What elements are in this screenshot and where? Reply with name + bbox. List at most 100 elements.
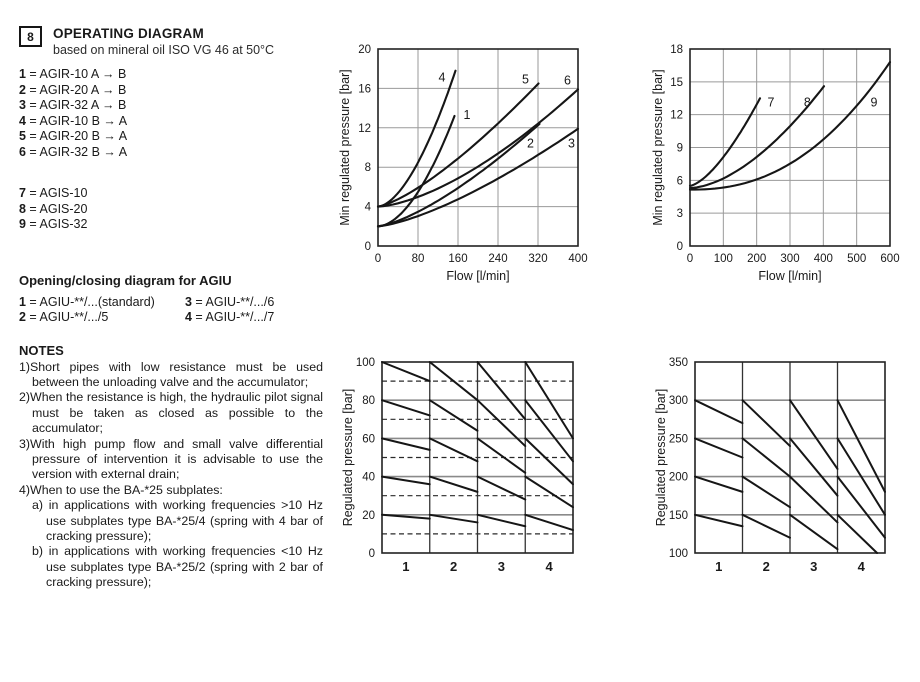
chart-agis-flow-pressure: 0 3 6 9 12 15 18 Min regulated pressure [bar] 0 1… [650, 28, 902, 289]
svg-text:60: 60 [362, 433, 375, 445]
svg-text:400: 400 [568, 253, 587, 265]
note-subitem: a) in applications with working frequenc… [32, 498, 323, 543]
chart-agir-flow-pressure: 0 4 8 12 16 20 Min regulated pressure [bar] 0 80… [337, 28, 589, 289]
agiu-opening-closing-low-canvas: 0 20 40 60 80 100 Regulated pressure [bar] 1 2 3 4 [341, 357, 574, 574]
svg-text:Flow [l/min]: Flow [l/min] [758, 269, 821, 283]
legend-item: 4 = AGIR-10 B → A [19, 113, 128, 128]
svg-text:320: 320 [528, 253, 547, 265]
svg-text:0: 0 [375, 253, 381, 265]
svg-text:100: 100 [714, 253, 733, 265]
svg-text:Regulated pressure [bar]: Regulated pressure [bar] [341, 389, 355, 527]
svg-text:1: 1 [402, 559, 409, 574]
svg-text:2: 2 [763, 559, 770, 574]
section-number-box: 8 [19, 26, 42, 47]
svg-text:300: 300 [669, 395, 688, 407]
legend-item: 1 = AGIU-**/...(standard) [19, 294, 155, 309]
svg-text:12: 12 [358, 123, 371, 135]
svg-text:350: 350 [669, 357, 688, 369]
svg-text:6: 6 [564, 74, 571, 88]
agiu-legend-grid: 1 = AGIU-**/...(standard) 3 = AGIU-**/...… [19, 295, 323, 326]
agiu-heading: Opening/closing diagram for AGIU [19, 272, 232, 288]
note-item: 1)Short pipes with low resistance must b… [19, 359, 323, 389]
svg-text:9: 9 [871, 96, 878, 110]
svg-text:Min regulated pressure [bar]: Min regulated pressure [bar] [338, 69, 352, 225]
svg-text:0: 0 [365, 241, 371, 253]
legend-item: 3 = AGIR-32 A → B [19, 98, 127, 112]
svg-text:12: 12 [670, 110, 683, 122]
svg-text:Min regulated pressure [bar]: Min regulated pressure [bar] [651, 69, 665, 225]
svg-text:4: 4 [546, 559, 554, 574]
legend-item: 7 = AGIS-10 [19, 186, 88, 200]
section-title: OPERATING DIAGRAM [53, 26, 204, 41]
agiu-opening-closing-high-canvas: 100 150 200 250 300 350 Regulated pressure [ba… [654, 357, 886, 574]
notes-heading: NOTES [19, 342, 64, 358]
svg-text:300: 300 [780, 253, 799, 265]
section-header: 8 OPERATING DIAGRAM based on mineral oil… [19, 25, 323, 58]
svg-text:600: 600 [880, 253, 899, 265]
svg-text:6: 6 [677, 175, 683, 187]
svg-text:20: 20 [358, 44, 371, 56]
svg-text:150: 150 [669, 510, 688, 522]
svg-text:1: 1 [464, 108, 471, 122]
legend-item: 3 = AGIU-**/.../6 [185, 294, 275, 309]
legend-item: 5 = AGIR-20 B → A [19, 129, 128, 143]
svg-text:160: 160 [448, 253, 467, 265]
svg-text:2: 2 [450, 559, 457, 574]
section-subtitle: based on mineral oil ISO VG 46 at 50°C [53, 43, 275, 57]
legend-item: 8 = AGIS-20 [19, 201, 88, 216]
svg-text:2: 2 [527, 137, 534, 151]
legend-item: 2 = AGIU-**/.../5 [19, 310, 109, 324]
legend-item: 9 = AGIS-32 [19, 217, 88, 231]
svg-text:8: 8 [804, 96, 811, 110]
chart-agiu-opening-closing-high: 100 150 200 250 300 350 Regulated pressure [ba… [653, 340, 898, 591]
svg-text:3: 3 [498, 559, 505, 574]
svg-text:80: 80 [362, 395, 375, 407]
svg-text:400: 400 [814, 253, 833, 265]
svg-text:7: 7 [768, 96, 775, 110]
svg-text:3: 3 [677, 208, 683, 220]
svg-text:20: 20 [362, 510, 375, 522]
svg-text:200: 200 [747, 253, 766, 265]
svg-text:15: 15 [670, 77, 683, 89]
svg-text:0: 0 [677, 241, 683, 253]
svg-text:Flow [l/min]: Flow [l/min] [446, 269, 509, 283]
svg-text:1: 1 [715, 559, 722, 574]
svg-text:8: 8 [365, 162, 371, 174]
svg-text:200: 200 [669, 472, 688, 484]
chart-agiu-opening-closing-low: 0 20 40 60 80 100 Regulated pressure [bar] 1 2 3 4 [340, 340, 588, 591]
svg-text:0: 0 [369, 548, 375, 560]
svg-text:3: 3 [568, 137, 575, 151]
svg-text:3: 3 [810, 559, 817, 574]
svg-text:240: 240 [488, 253, 507, 265]
note-subitem: b) in applications with working frequenc… [32, 544, 323, 590]
legend-item: 2 = AGIR-20 A → B [19, 82, 127, 97]
legend-item: 6 = AGIR-32 B → A [19, 144, 128, 159]
svg-text:40: 40 [362, 472, 375, 484]
svg-text:16: 16 [358, 83, 371, 95]
svg-text:4: 4 [439, 71, 446, 85]
svg-text:4: 4 [365, 202, 372, 214]
svg-text:Regulated pressure [bar]: Regulated pressure [bar] [654, 389, 668, 527]
svg-text:4: 4 [858, 559, 866, 574]
note-item: 3)With high pump flow and small valve di… [19, 436, 323, 482]
svg-text:18: 18 [670, 44, 683, 56]
agis-min-regulated-pressure-canvas: 0 3 6 9 12 15 18 Min regulated pressure [bar] 0 1… [651, 44, 900, 283]
svg-text:80: 80 [412, 253, 425, 265]
legend-agis-list: 7 = AGIS-10 8 = AGIS-20 9 = AGIS-32 [19, 186, 323, 233]
notes-list: 1)Short pipes with low resistance must b… [19, 360, 323, 591]
svg-text:100: 100 [356, 357, 375, 369]
svg-text:100: 100 [669, 548, 688, 560]
svg-text:0: 0 [687, 253, 693, 265]
text-column: 8 OPERATING DIAGRAM based on mineral oil… [19, 25, 323, 591]
note-item: 4)When to use the BA-*25 subplates: [19, 482, 223, 497]
svg-text:500: 500 [847, 253, 866, 265]
legend-item: 1 = AGIR-10 A → B [19, 67, 127, 81]
svg-text:5: 5 [522, 73, 529, 87]
section-header-text: OPERATING DIAGRAM based on mineral oil I… [53, 25, 274, 58]
legend-item: 4 = AGIU-**/.../7 [185, 310, 275, 324]
svg-text:250: 250 [669, 433, 688, 445]
svg-text:9: 9 [677, 143, 683, 155]
